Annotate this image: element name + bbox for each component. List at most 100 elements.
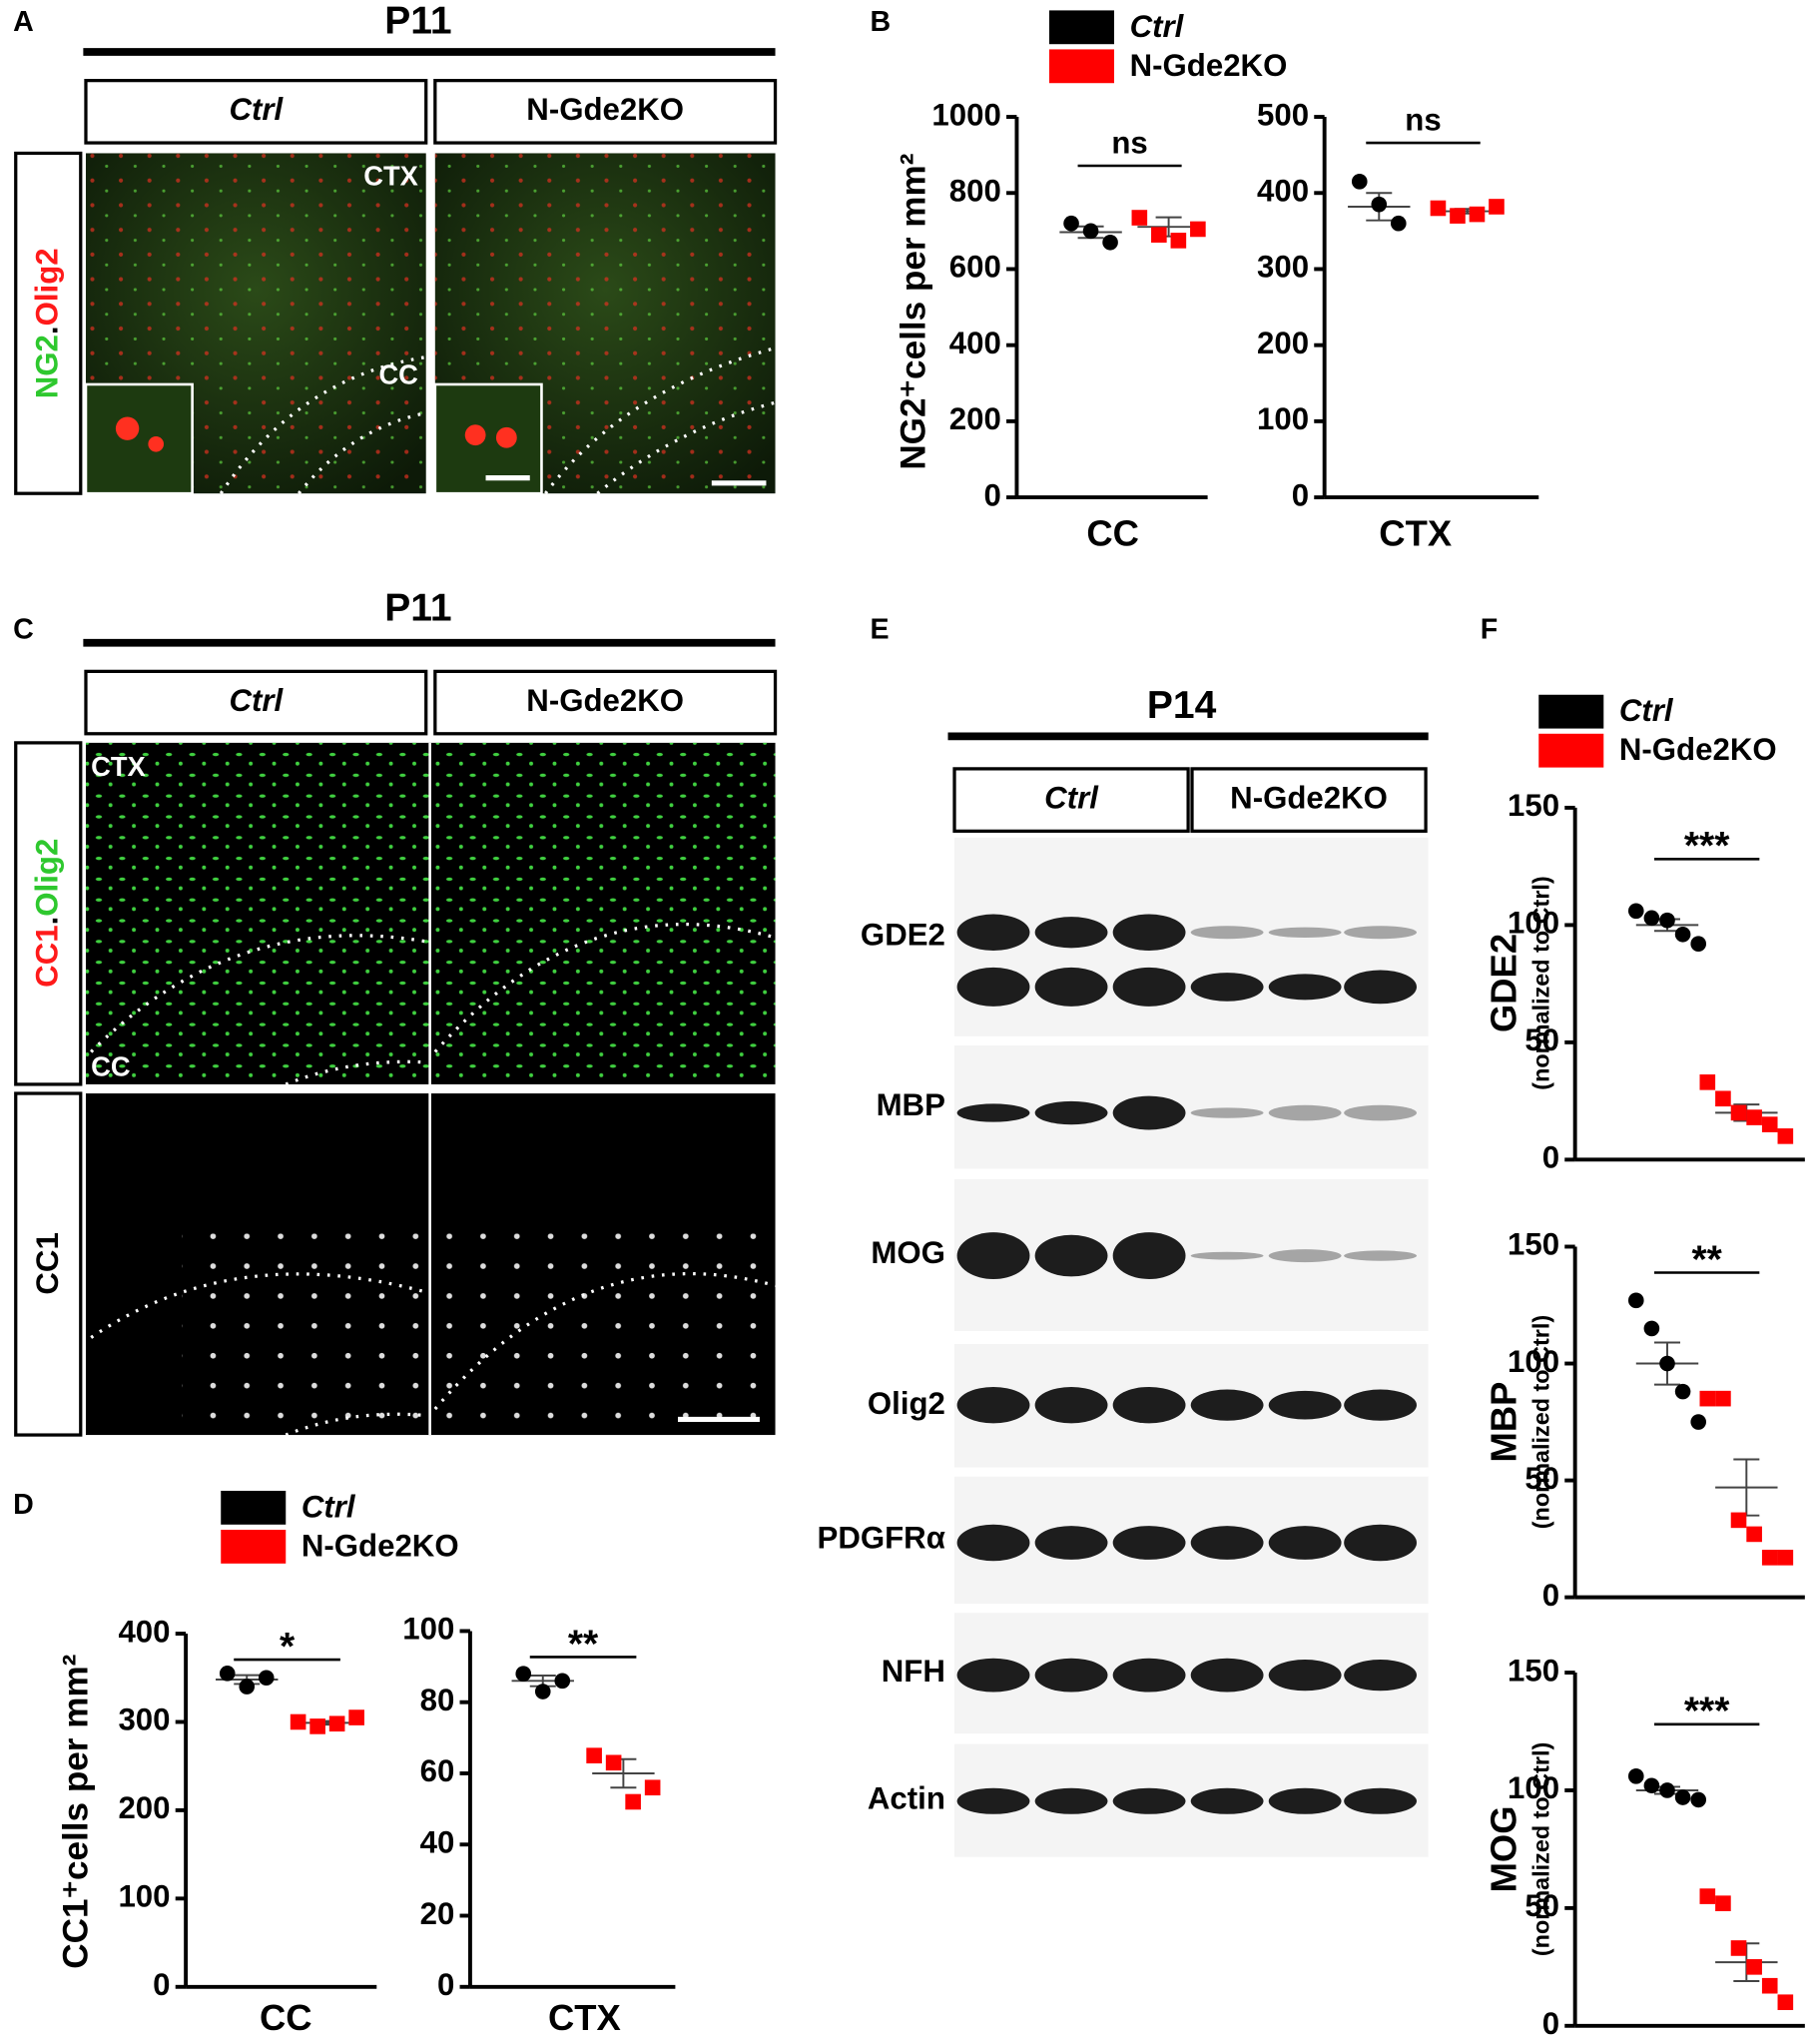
point [1746,1109,1762,1125]
band [1190,926,1264,940]
legend-label: Ctrl [1130,9,1185,44]
point [219,1666,236,1682]
band [1344,926,1417,940]
y-tick-label: 50 [1524,1022,1559,1057]
y-tick-label: 400 [118,1614,170,1649]
point [1489,199,1505,215]
point [1627,1768,1644,1784]
y-tick-label: 0 [1542,1578,1559,1613]
band [956,967,1030,1007]
blot-label: MBP [877,1087,945,1122]
band [956,1232,1030,1280]
point [1690,936,1707,952]
point [258,1670,275,1687]
label-box [14,151,83,495]
group-label: N-Gde2KO [526,683,684,718]
blot-label: NFH [882,1654,945,1689]
band [1034,917,1108,949]
point [1659,1782,1675,1798]
y-tick-label: 100 [1508,1344,1559,1379]
band [1344,1250,1417,1261]
band [1112,1787,1186,1814]
point [586,1747,602,1763]
band [1112,1095,1186,1130]
static-layout [14,48,1429,1437]
band [1268,1104,1342,1121]
point [1777,1994,1794,2011]
point [1674,926,1691,943]
band [1034,1234,1108,1277]
band [1034,1526,1108,1560]
inset [84,382,194,495]
label-box [433,79,778,145]
legend-swatch [221,1490,287,1525]
point [1746,1959,1762,1975]
blot-label: PDGFRα [818,1521,945,1556]
point [1674,1789,1691,1805]
y-tick-label: 200 [118,1790,170,1825]
point [309,1718,325,1734]
point [1777,1128,1794,1144]
point [1627,1292,1644,1309]
band [1190,1389,1264,1421]
y-tick-label: 80 [420,1683,455,1717]
point [1761,1116,1778,1132]
y-tick-label: 20 [420,1896,455,1931]
western-blots: GDE2 MBP MOG Olig2 PDGFRα NFH Actin [818,837,1429,1857]
point [1777,1550,1794,1566]
point [1659,912,1675,929]
y-tick-label: 150 [1508,788,1559,823]
band [1344,1389,1417,1421]
y-axis-label: GDE2 [1483,934,1523,1032]
stain: Olig2 [30,839,65,917]
y-tick-label: 100 [1508,1770,1559,1805]
point [515,1666,532,1683]
point [1699,1390,1716,1407]
y-tick-label: 50 [1524,1888,1559,1923]
band [1344,1524,1417,1562]
band [1190,1787,1264,1814]
y-axis-sublabel: (normalized to Ctrl) [1527,1742,1553,1956]
point [1730,1940,1747,1956]
significance-label: *** [1684,825,1730,868]
band [1268,927,1342,938]
panel-letter: B [870,6,891,38]
y-axis-label: CC1⁺cells per mm² [56,1655,95,1969]
point [1170,233,1187,249]
y-tick-label: 300 [1257,250,1309,285]
panel-title: P14 [1147,684,1217,727]
band [1034,1386,1108,1424]
band [956,914,1030,951]
band [1112,1232,1186,1280]
y-tick-label: 400 [949,326,1001,360]
panel-title: P11 [384,0,451,43]
band [1190,1251,1264,1260]
point [554,1673,571,1690]
legend-label: N-Gde2KO [1130,48,1288,83]
y-tick-label: 600 [949,250,1001,285]
point [1746,1526,1762,1543]
point [1371,196,1388,213]
point [1761,1977,1778,1994]
panel-title: P11 [384,587,451,630]
legend-swatch [1538,694,1604,729]
blot [954,1178,1429,1332]
point [1643,910,1660,927]
significance-label: ** [568,1623,599,1666]
y-tick-label: 500 [1257,97,1309,132]
y-axis-label: MBP [1483,1382,1523,1463]
legend-label: N-Gde2KO [302,1528,459,1563]
point [1715,1895,1731,1911]
point [1450,208,1466,224]
y-tick-label: 0 [1542,2006,1559,2041]
panel-letter: E [870,614,889,646]
blot [954,837,1429,1036]
micrograph-cells [182,1233,776,1436]
y-tick-label: 300 [118,1703,170,1737]
legend-label: Ctrl [302,1489,356,1524]
point [1190,221,1206,238]
point [1430,200,1447,217]
point [1131,210,1148,226]
panel-letter: C [13,614,34,646]
point [1690,1791,1707,1808]
